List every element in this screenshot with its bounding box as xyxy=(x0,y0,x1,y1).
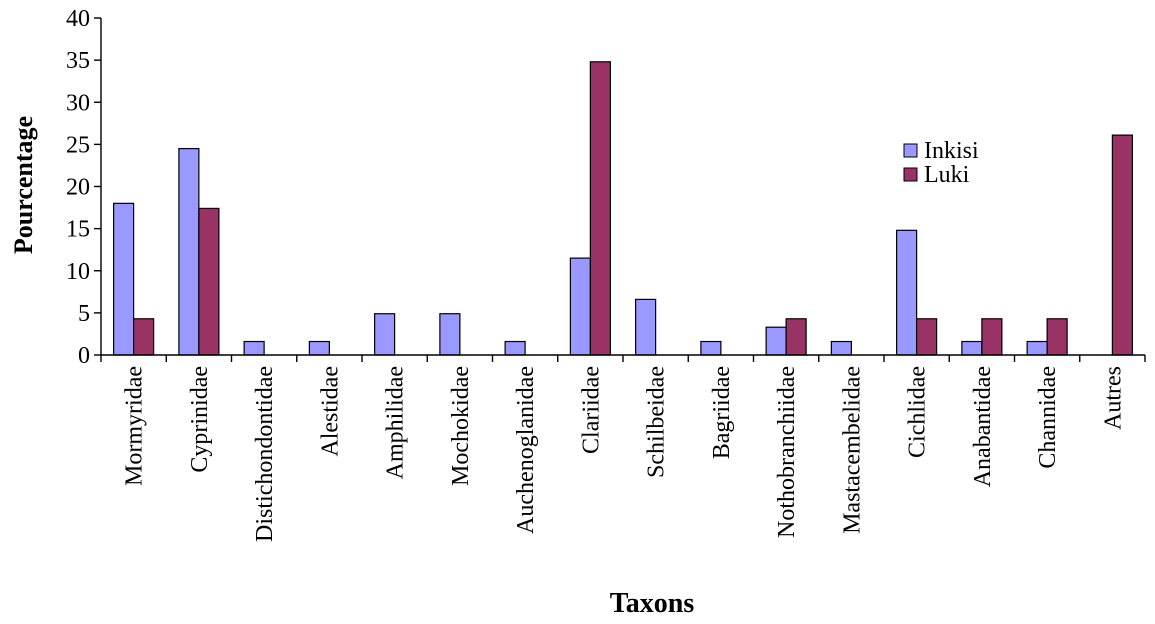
y-tick-label: 5 xyxy=(78,301,90,327)
x-axis-title: Taxons xyxy=(610,588,695,619)
bar-luki-mormyridae xyxy=(133,318,155,356)
x-tick-label: Distichondontidae xyxy=(252,366,278,542)
x-tick-label: Nothobranchiidae xyxy=(774,366,800,538)
x-tick-label: Channidae xyxy=(1035,366,1061,469)
bar-inkisi-distichondontidae xyxy=(243,340,265,356)
x-tick-label: Alestidae xyxy=(317,366,343,457)
bar-inkisi-nothobranchiidae xyxy=(765,326,787,356)
bar-inkisi-schilbeidae xyxy=(635,298,657,356)
bar-luki-autres xyxy=(1111,134,1133,356)
bar-inkisi-alestidae xyxy=(308,340,330,356)
legend-swatch-inkisi xyxy=(903,143,918,158)
bar-inkisi-mormyridae xyxy=(113,202,135,356)
bar-luki-clariidae xyxy=(589,61,611,356)
bar-inkisi-mochokidae xyxy=(439,313,461,356)
bar-luki-channidae xyxy=(1046,318,1068,356)
y-tick-label: 40 xyxy=(66,6,90,32)
x-tick-label: Mochokidae xyxy=(448,366,474,486)
bar-inkisi-cichlidae xyxy=(896,229,918,356)
bar-inkisi-auchenoglanidae xyxy=(504,340,526,356)
bar-inkisi-channidae xyxy=(1026,340,1048,356)
legend-label-inkisi: Inkisi xyxy=(924,138,979,164)
bar-inkisi-mastacembelidae xyxy=(830,340,852,356)
x-tick-label: Anabantidae xyxy=(970,366,996,487)
bar-luki-cyprinidae xyxy=(198,207,220,356)
legend-label-luki: Luki xyxy=(924,162,970,188)
y-tick-label: 15 xyxy=(66,217,90,243)
y-axis-title: Pourcentage xyxy=(9,116,38,254)
legend-swatch-luki xyxy=(903,167,918,182)
y-tick-label: 10 xyxy=(66,259,90,285)
bar-luki-nothobranchiidae xyxy=(785,318,807,356)
bar-inkisi-amphilidae xyxy=(374,313,396,356)
x-tick-label: Autres xyxy=(1100,366,1126,430)
x-tick-label: Mastacembelidae xyxy=(839,366,865,534)
y-tick-label: 35 xyxy=(66,48,90,74)
bars-group xyxy=(113,61,1133,356)
bar-inkisi-cyprinidae xyxy=(178,147,200,356)
bar-inkisi-anabantidae xyxy=(961,340,983,356)
x-tick-label: Mormyridae xyxy=(122,366,148,486)
bar-luki-anabantidae xyxy=(981,318,1003,356)
x-tick-label: Cyprinidae xyxy=(187,366,213,473)
y-tick-label: 25 xyxy=(66,132,90,158)
x-tick-label: Amphilidae xyxy=(383,366,409,479)
y-tick-label: 30 xyxy=(66,90,90,116)
x-tick-label: Bagriidae xyxy=(709,366,735,459)
bar-inkisi-clariidae xyxy=(569,257,591,356)
x-tick-label: Schilbeidae xyxy=(644,366,670,478)
y-tick-label: 20 xyxy=(66,175,90,201)
x-tick-label: Auchenoglanidae xyxy=(513,366,539,534)
axes-group: 0 5 10 15 20 25 30 35 40 Mormyridae Cyprinidae Dist… xyxy=(66,6,1146,542)
bar-inkisi-bagriidae xyxy=(700,340,722,356)
x-tick-label: Clariidae xyxy=(578,366,604,454)
y-tick-label: 0 xyxy=(78,343,90,369)
x-tick-label: Cichlidae xyxy=(905,366,931,458)
bar-luki-cichlidae xyxy=(916,318,938,356)
